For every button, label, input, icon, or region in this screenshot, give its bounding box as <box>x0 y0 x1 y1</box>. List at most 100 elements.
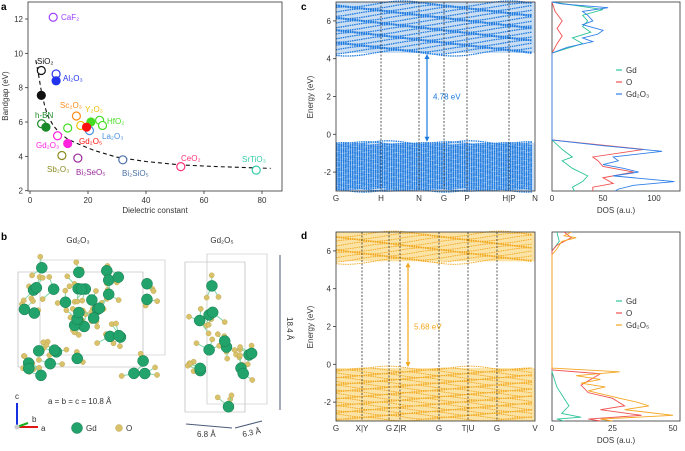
y-axis-label: Bandgap (eV) <box>1 71 10 121</box>
gd-atom <box>48 344 61 356</box>
bandgap-vs-dielectric-chart: 2 4 6 8 10 12 0 20 40 60 80 Dielectric constant Band… <box>1 1 283 215</box>
conduction-band-line <box>335 37 533 45</box>
data-point <box>63 138 73 149</box>
dos-curve-0 <box>551 1 604 192</box>
legend-label: O <box>626 309 632 318</box>
axis-label-c: c <box>15 392 19 401</box>
o-atom <box>115 297 122 303</box>
o-atom <box>208 272 215 279</box>
point-label: Sb₂O₃ <box>47 165 69 174</box>
gd-atom <box>203 344 215 356</box>
gd-atom <box>206 280 218 292</box>
dos-x-tick-label: 0 <box>550 424 555 433</box>
unit-cell-edge <box>206 253 268 405</box>
valence-band-line <box>335 399 533 405</box>
dos-x-tick-label: 100 <box>647 194 661 203</box>
gd-atom <box>73 266 85 279</box>
data-point <box>118 155 128 165</box>
arrow-head-down <box>424 136 430 142</box>
valence-band-line <box>335 397 533 403</box>
point-label: Sc₂O₃ <box>60 101 82 110</box>
valence-band-line <box>335 163 533 169</box>
o-atom <box>39 296 46 302</box>
dimension-arrow-b <box>234 420 263 429</box>
gd-atom <box>112 271 125 283</box>
valence-band-line <box>335 407 533 413</box>
gd-atom <box>73 306 85 319</box>
data-point <box>36 65 46 76</box>
o-atom <box>66 283 73 290</box>
k-point-label: G <box>386 424 392 433</box>
valence-band-line <box>335 410 533 416</box>
k-point-label: Z|R <box>394 424 407 433</box>
band-gap-label: 5.68 eV <box>414 323 442 332</box>
gd-atom <box>237 367 249 380</box>
o-atom <box>40 339 47 346</box>
data-point <box>57 150 67 161</box>
o-atom <box>59 361 65 367</box>
valence-band-line <box>335 142 533 149</box>
y-tick-label: 12 <box>14 15 23 24</box>
conduction-band-line <box>335 49 533 57</box>
conduction-band-line <box>335 25 533 34</box>
o-atom <box>113 320 119 327</box>
conduction-band-line <box>335 245 533 253</box>
legend-o: O <box>126 424 132 433</box>
arrow-head-down <box>405 362 411 368</box>
panel-label-d: d <box>301 231 307 242</box>
o-atom <box>46 274 53 280</box>
gd-atom <box>59 296 72 309</box>
k-point-label: N <box>532 194 538 203</box>
crystal-structures: Gd₂O₃ Gd₂O₅ a = b = c = 10.8 Å 18.4 Å 6.… <box>14 236 294 439</box>
valence-band-line <box>335 378 533 384</box>
conduction-band-line <box>335 27 533 36</box>
data-point <box>81 122 92 132</box>
data-point <box>176 162 186 172</box>
gd-atom <box>141 278 153 290</box>
o-atom <box>30 298 36 304</box>
valence-band-line <box>335 149 533 155</box>
k-point-label: X|Y <box>356 424 369 433</box>
legend-o-atom <box>115 424 123 432</box>
data-point <box>97 120 108 131</box>
valence-band-line <box>335 376 533 382</box>
o-atom <box>62 287 69 294</box>
data-point <box>63 123 73 133</box>
o-atom <box>20 297 27 304</box>
conduction-band-line <box>335 232 533 240</box>
gd-atom <box>28 307 41 319</box>
y-tick-label: 6 <box>327 17 332 26</box>
valence-band-line <box>335 162 533 168</box>
point-label: CeO₂ <box>181 154 201 163</box>
y-axis-label: Energy (eV) <box>306 75 315 118</box>
legend-label: Gd <box>626 66 637 75</box>
point-label: Bi₂SiO₅ <box>122 169 149 178</box>
o-atom <box>63 307 70 314</box>
dimension-arrow-a <box>185 423 233 429</box>
conduction-band-line <box>335 31 533 40</box>
band-gap-label: 4.78 eV <box>433 93 461 102</box>
y-tick-label: 4 <box>19 152 24 161</box>
y-axis-label: Energy (eV) <box>306 305 315 348</box>
o-atom <box>197 306 204 312</box>
y-tick-label: -2 <box>324 168 332 177</box>
gd-atom <box>44 357 56 370</box>
x-axis-label: Dielectric constant <box>122 206 188 215</box>
o-atom <box>154 372 160 378</box>
o-atom <box>193 340 200 346</box>
conduction-band-line <box>335 10 533 18</box>
data-point <box>251 165 261 175</box>
k-point-label: G <box>436 424 442 433</box>
gd-atom <box>18 303 31 316</box>
panel-label-a: a <box>1 2 7 13</box>
o-atom <box>74 298 81 305</box>
o-atom <box>249 377 256 383</box>
o-atom <box>39 275 46 281</box>
conduction-band-line <box>335 230 533 238</box>
gd-atom <box>102 288 115 301</box>
gd-atom <box>222 400 235 413</box>
k-point-label: G <box>333 424 339 433</box>
valence-band-line <box>335 186 533 192</box>
gd-atom <box>113 329 125 342</box>
